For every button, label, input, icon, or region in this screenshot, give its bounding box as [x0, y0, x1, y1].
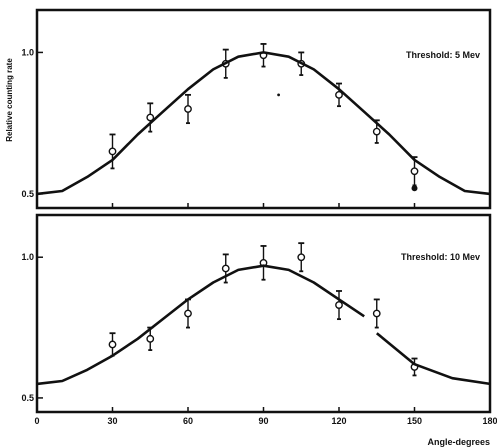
- bottom-y-tick-label: 1.0: [21, 252, 34, 262]
- chart-marks: 0.5 1.0 0.5 1.0 0 30 60 90 120 150 180: [21, 43, 497, 426]
- x-tick-label: 120: [331, 416, 346, 426]
- bottom-data-point: [146, 334, 155, 343]
- bottom-fit-curve: [36, 264, 365, 386]
- bottom-fit-curve: [375, 332, 491, 386]
- bottom-data-point: [221, 264, 230, 273]
- bottom-data-point: [335, 301, 343, 309]
- top-filled-point: [411, 185, 418, 192]
- top-data-point: [184, 105, 192, 113]
- top-data-point: [372, 127, 381, 136]
- top-data-point: [335, 90, 343, 99]
- top-data-point: [146, 113, 155, 122]
- top-threshold-label: Threshold: 5 Mev: [406, 50, 480, 60]
- bottom-data-point: [184, 309, 192, 318]
- top-y-tick-label: 0.5: [21, 189, 34, 199]
- x-tick-label: 0: [34, 416, 39, 426]
- bottom-data-point: [108, 340, 117, 349]
- x-tick-label: 30: [107, 416, 117, 426]
- x-tick-label: 60: [183, 416, 193, 426]
- top-y-tick-label: 1.0: [21, 47, 34, 57]
- x-tick-label: 90: [258, 416, 268, 426]
- bottom-data-point: [372, 309, 381, 318]
- x-tick-label: 150: [407, 416, 422, 426]
- y-axis-label: Relative counting rate: [5, 58, 14, 142]
- bottom-threshold-label: Threshold: 10 Mev: [401, 252, 480, 262]
- top-filled-point: [277, 93, 280, 97]
- top-fit-curve: [36, 51, 491, 196]
- x-tick-label: 180: [482, 416, 497, 426]
- top-data-point: [410, 167, 419, 176]
- x-axis-label: Angle-degrees: [427, 437, 490, 447]
- bottom-data-point: [297, 253, 306, 262]
- bottom-y-tick-label: 0.5: [21, 393, 34, 403]
- top-data-point: [108, 147, 117, 156]
